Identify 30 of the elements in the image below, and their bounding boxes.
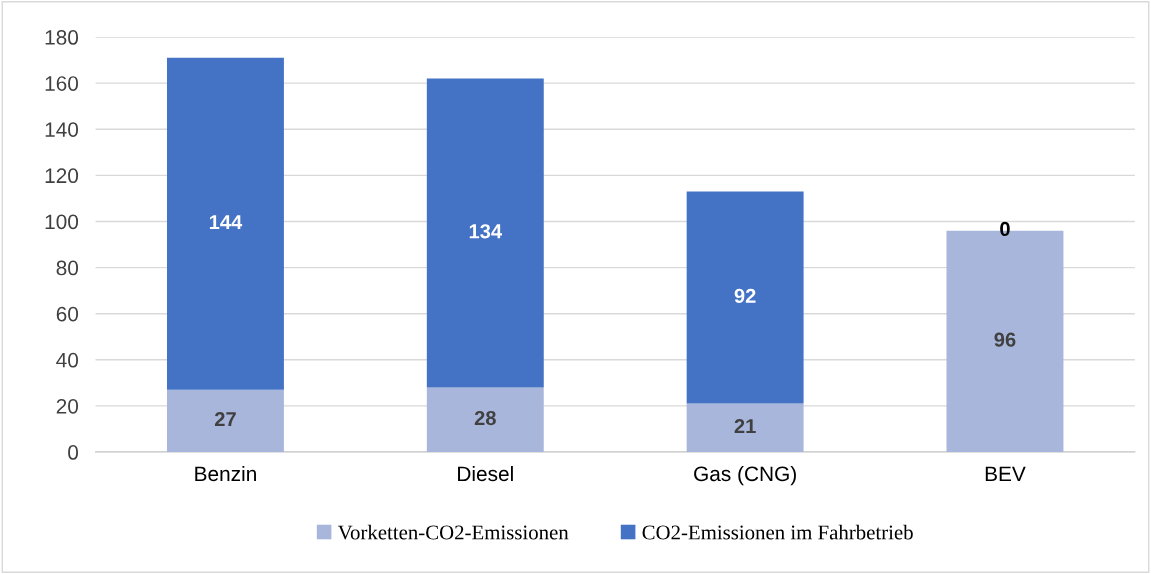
y-tick-label: 100 [45,214,79,230]
y-tick-label: 180 [45,30,79,45]
bar [166,389,284,453]
bar [686,191,804,404]
legend-label: Vorketten-CO2-Emissionen [337,524,569,540]
data-label: 27 [214,412,236,427]
x-tick-label: Benzin [195,465,256,482]
data-label: 96 [994,332,1016,347]
bar [426,78,544,388]
bar [426,387,544,453]
legend-label: CO2-Emissionen im Fahrbetrieb [642,524,913,540]
y-tick-label: 60 [56,306,79,322]
y-tick-label: 20 [56,398,79,414]
y-tick-label: 0 [68,445,79,460]
x-tick-label: Diesel [458,465,513,482]
y-tick-label: 140 [45,122,79,137]
data-label: 0 [1000,221,1010,237]
data-label: 134 [469,224,502,239]
bar [166,57,284,390]
y-tick-label: 80 [56,260,79,276]
bar [686,403,804,453]
data-label: 144 [209,215,243,229]
y-tick-label: 40 [56,352,79,368]
y-tick-label: 160 [45,76,79,91]
y-tick-label: 120 [45,168,79,184]
data-label: 28 [474,410,496,426]
data-label: 21 [734,418,756,434]
data-label: 92 [734,288,756,303]
x-tick-label: Gas (CNG) [694,465,796,486]
x-tick-label: BEV [985,466,1026,482]
